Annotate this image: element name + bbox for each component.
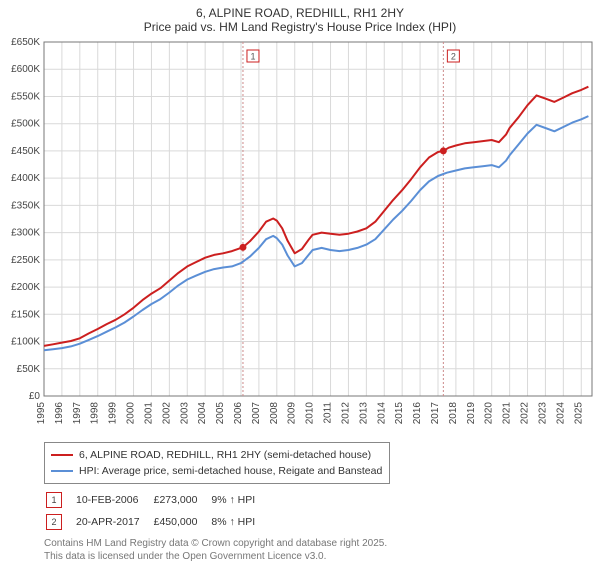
footer-attribution: Contains HM Land Registry data © Crown c… (44, 538, 588, 563)
svg-text:2012: 2012 (340, 402, 351, 425)
svg-text:2020: 2020 (484, 402, 495, 425)
svg-text:2022: 2022 (520, 402, 531, 425)
svg-text:2013: 2013 (358, 402, 369, 425)
chart-area: £0 £50K £100K £150K £200K £250K £300K £350K £400… (0, 36, 600, 438)
chart-svg: £0 £50K £100K £150K £200K £250K £300K £350K £400… (0, 36, 600, 438)
marker-date: 20-APR-2017 (76, 512, 152, 532)
chart-title-block: 6, ALPINE ROAD, REDHILL, RH1 2HY Price p… (0, 6, 600, 34)
svg-text:2021: 2021 (502, 402, 513, 425)
svg-text:2010: 2010 (305, 402, 316, 425)
legend-label: HPI: Average price, semi-detached house,… (79, 465, 382, 477)
svg-text:£400K: £400K (11, 173, 40, 184)
svg-text:£450K: £450K (11, 146, 40, 157)
marker-delta: 8% ↑ HPI (211, 512, 267, 532)
svg-text:£650K: £650K (11, 37, 40, 48)
svg-text:2004: 2004 (197, 402, 208, 425)
svg-text:2018: 2018 (448, 402, 459, 425)
svg-text:1999: 1999 (108, 402, 119, 425)
svg-text:2019: 2019 (466, 402, 477, 425)
marker-events-table: 1 10-FEB-2006£273,0009% ↑ HPI 2 20-APR-2017… (44, 488, 269, 534)
legend: 6, ALPINE ROAD, REDHILL, RH1 2HY (semi-d… (44, 442, 390, 484)
legend-swatch (51, 454, 73, 456)
svg-text:2007: 2007 (251, 402, 262, 425)
marker-badge: 1 (46, 492, 62, 508)
legend-item: 6, ALPINE ROAD, REDHILL, RH1 2HY (semi-d… (51, 447, 383, 463)
svg-text:2017: 2017 (430, 402, 441, 425)
footer-line-1: Contains HM Land Registry data © Crown c… (44, 538, 588, 551)
svg-text:2001: 2001 (143, 402, 154, 425)
marker-delta: 9% ↑ HPI (211, 490, 267, 510)
svg-text:1996: 1996 (54, 402, 65, 425)
svg-text:£350K: £350K (11, 200, 40, 211)
svg-text:2008: 2008 (269, 402, 280, 425)
marker-row: 1 10-FEB-2006£273,0009% ↑ HPI (46, 490, 267, 510)
svg-text:2009: 2009 (287, 402, 298, 425)
svg-text:2024: 2024 (555, 402, 566, 425)
svg-text:£600K: £600K (11, 64, 40, 75)
marker-price: £450,000 (154, 512, 210, 532)
marker-date: 10-FEB-2006 (76, 490, 152, 510)
svg-text:2014: 2014 (376, 402, 387, 425)
title-line-1: 6, ALPINE ROAD, REDHILL, RH1 2HY (0, 6, 600, 20)
svg-text:1998: 1998 (90, 402, 101, 425)
svg-text:2025: 2025 (573, 402, 584, 425)
svg-text:£250K: £250K (11, 255, 40, 266)
svg-text:2015: 2015 (394, 402, 405, 425)
svg-text:1995: 1995 (36, 402, 47, 425)
svg-text:2005: 2005 (215, 402, 226, 425)
legend-swatch (51, 470, 73, 472)
svg-text:2003: 2003 (179, 402, 190, 425)
title-line-2: Price paid vs. HM Land Registry's House … (0, 20, 600, 34)
svg-text:2002: 2002 (161, 402, 172, 425)
marker-price: £273,000 (154, 490, 210, 510)
svg-text:£0: £0 (29, 391, 41, 402)
svg-text:£200K: £200K (11, 282, 40, 293)
svg-text:£500K: £500K (11, 119, 40, 130)
svg-text:2023: 2023 (537, 402, 548, 425)
legend-label: 6, ALPINE ROAD, REDHILL, RH1 2HY (semi-d… (79, 449, 371, 461)
svg-text:2006: 2006 (233, 402, 244, 425)
legend-item: HPI: Average price, semi-detached house,… (51, 463, 383, 479)
svg-text:2011: 2011 (323, 402, 334, 424)
svg-text:2: 2 (451, 52, 456, 62)
svg-text:£150K: £150K (11, 309, 40, 320)
marker-badge: 2 (46, 514, 62, 530)
svg-text:1: 1 (250, 52, 255, 62)
svg-text:2000: 2000 (126, 402, 137, 425)
svg-text:£550K: £550K (11, 91, 40, 102)
svg-text:£300K: £300K (11, 228, 40, 239)
svg-text:£100K: £100K (11, 337, 40, 348)
svg-text:2016: 2016 (412, 402, 423, 425)
footer-line-2: This data is licensed under the Open Gov… (44, 551, 588, 564)
svg-text:£50K: £50K (17, 364, 41, 375)
marker-row: 2 20-APR-2017£450,0008% ↑ HPI (46, 512, 267, 532)
svg-text:1997: 1997 (72, 402, 83, 425)
